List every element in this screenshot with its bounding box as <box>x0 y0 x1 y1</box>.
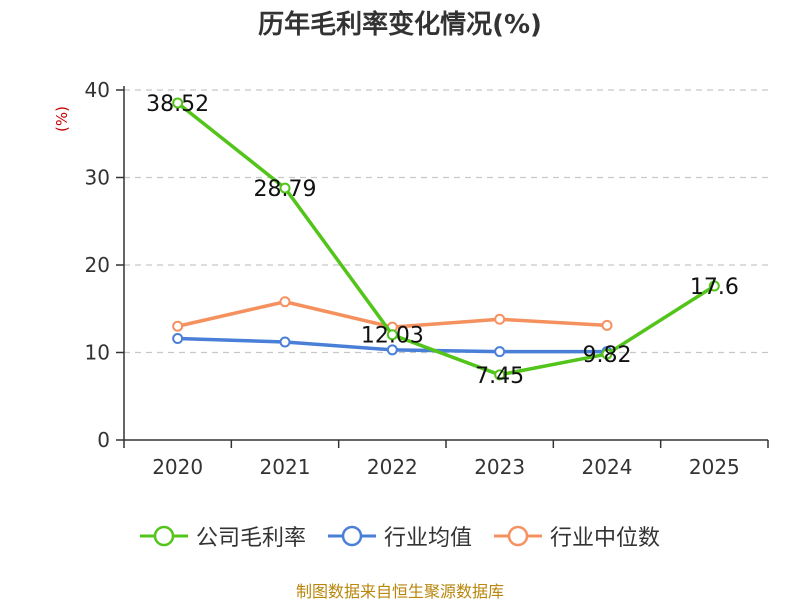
legend-item-industry-mean[interactable]: 行业均值 <box>327 520 472 552</box>
data-point <box>279 336 291 348</box>
legend-label-industry-median: 行业中位数 <box>550 526 661 551</box>
series-line-0 <box>176 101 716 377</box>
data-point <box>601 319 613 331</box>
legend-item-company[interactable]: 公司毛利率 <box>139 520 306 552</box>
x-tick-label: 2025 <box>689 455 740 479</box>
y-tick-label: 20 <box>85 253 110 277</box>
legend-label-company: 公司毛利率 <box>195 526 306 551</box>
data-point <box>494 346 506 358</box>
data-label: 12.03 <box>361 324 424 349</box>
data-point <box>601 348 613 360</box>
data-point <box>279 182 291 194</box>
series-lines <box>172 97 720 381</box>
data-point <box>494 369 506 381</box>
data-point <box>708 280 720 292</box>
legend-item-industry-median[interactable]: 行业中位数 <box>494 520 660 552</box>
data-label: 38.52 <box>146 92 209 117</box>
data-point <box>386 329 398 341</box>
y-tick-label: 10 <box>85 341 110 365</box>
x-tick-label: 2022 <box>367 455 418 479</box>
x-tick-label: 2020 <box>152 455 203 479</box>
data-point <box>172 97 184 109</box>
y-tick-label: 0 <box>97 428 110 452</box>
x-tick-label: 2024 <box>582 455 633 479</box>
data-point <box>172 320 184 332</box>
legend-label-industry-mean: 行业均值 <box>383 526 472 551</box>
x-tick-label: 2023 <box>474 455 525 479</box>
legend-swatch-industry-mean <box>327 525 376 547</box>
data-label: 17.6 <box>690 275 739 300</box>
legend-swatch-company <box>139 525 188 547</box>
data-point <box>386 344 398 356</box>
y-tick-label: 30 <box>85 166 110 190</box>
data-labels: 38.52 28.79 12.03 7.45 9.82 17.6 <box>146 92 739 389</box>
data-point <box>494 313 506 325</box>
y-tick-label: 40 <box>85 78 110 102</box>
x-tick-label: 2021 <box>260 455 311 479</box>
source-note: 制图数据来自恒生聚源数据库 <box>295 582 504 601</box>
data-label: 28.79 <box>254 177 317 202</box>
chart-title: 历年毛利率变化情况(%) <box>258 10 542 40</box>
axes: 0 10 20 30 40 2020 2021 2022 2023 2024 2025 <box>85 78 769 479</box>
legend-swatch-industry-median <box>494 525 542 547</box>
data-label: 7.45 <box>475 364 524 389</box>
data-point <box>172 333 184 344</box>
legend: 公司毛利率 行业均值 行业中位数 <box>0 520 800 552</box>
data-label: 9.82 <box>583 343 632 368</box>
data-point <box>279 296 291 308</box>
line-chart: 0 10 20 30 40 2020 2021 2022 2023 2024 2025 38.52 2… <box>85 78 769 479</box>
